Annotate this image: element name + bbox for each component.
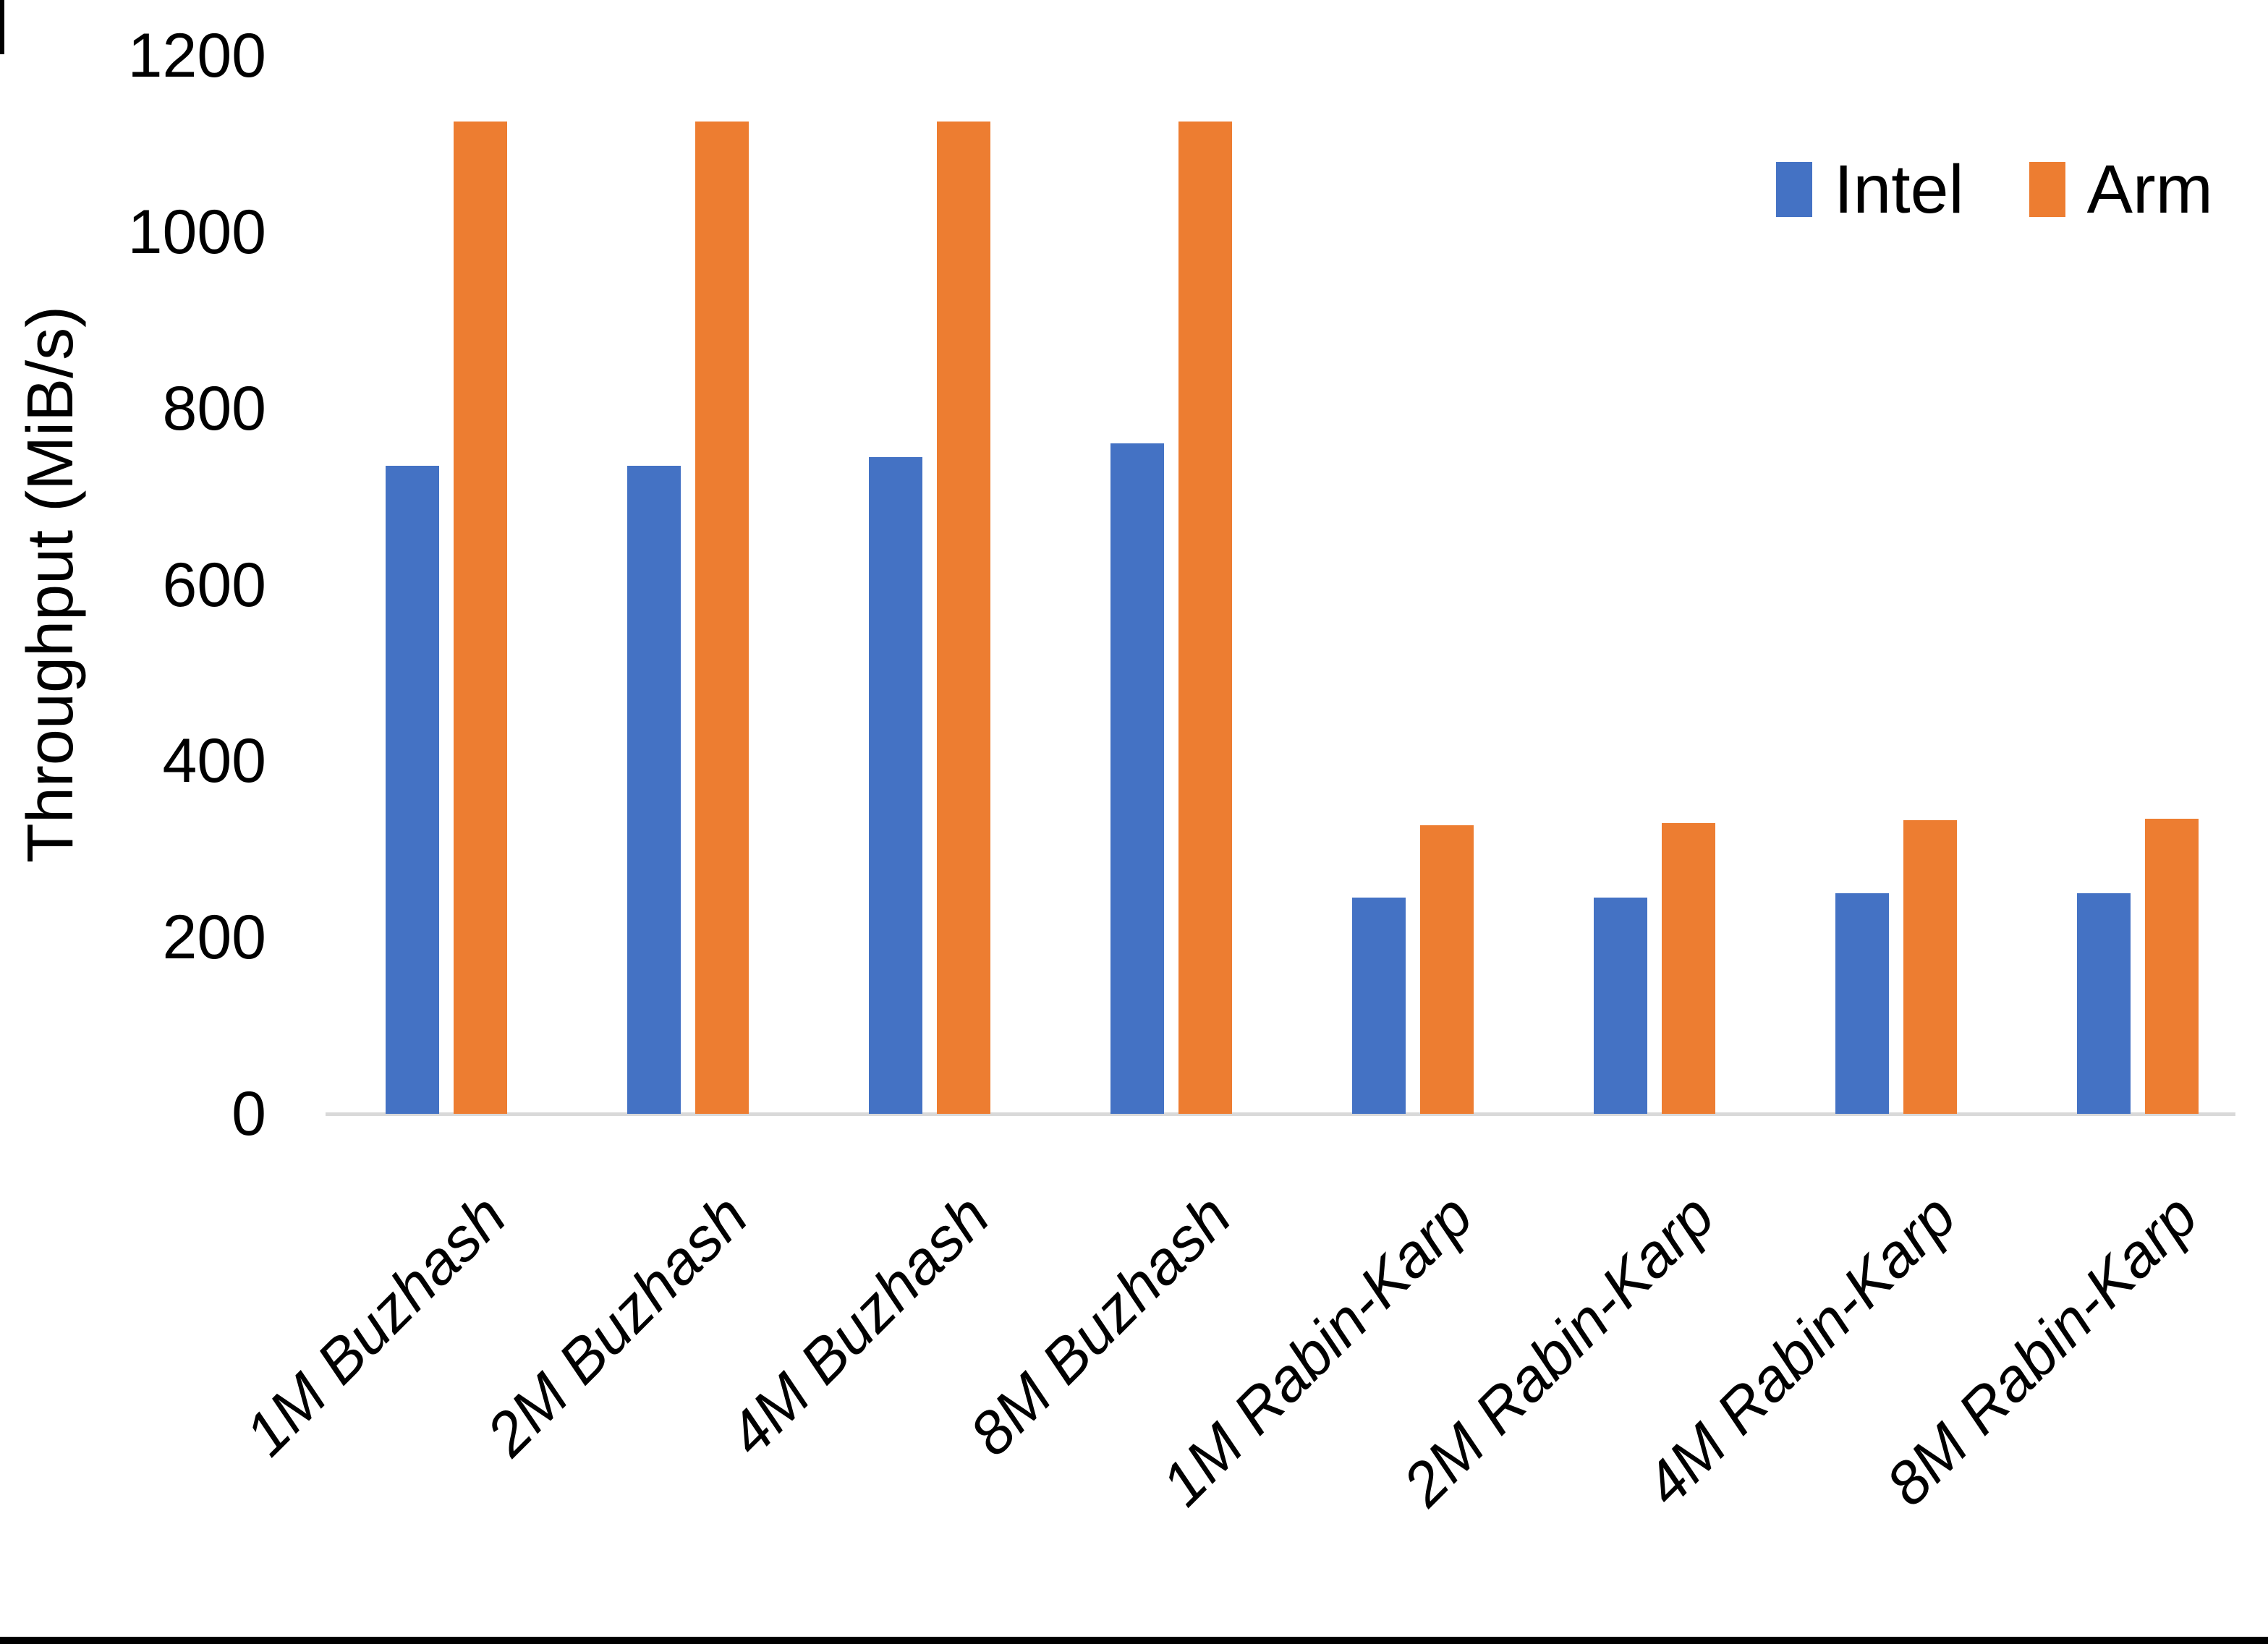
arm-series-swatch-icon — [2029, 162, 2065, 217]
bar-intel-4m-rabin-karp — [1835, 893, 1889, 1114]
bar-intel-1m-rabin-karp — [1352, 898, 1406, 1114]
frame-left-edge-artifact — [0, 0, 4, 54]
bar-intel-4m-buzhash — [869, 456, 922, 1114]
y-tick-label-1000: 1000 — [127, 197, 266, 267]
bar-arm-2m-rabin-karp — [1662, 822, 1715, 1114]
bar-intel-8m-buzhash — [1110, 443, 1164, 1114]
bar-intel-2m-rabin-karp — [1594, 898, 1647, 1114]
legend-label-arm: Arm — [2086, 151, 2213, 228]
bar-arm-8m-rabin-karp — [2145, 818, 2199, 1114]
intel-series-swatch-icon — [1776, 162, 1812, 217]
bar-arm-4m-buzhash — [937, 122, 990, 1114]
y-tick-label-400: 400 — [162, 726, 267, 796]
legend: Intel Arm — [1776, 153, 2213, 226]
x-category-label-1m-buzhash: 1M Buzhash — [232, 1181, 519, 1469]
y-tick-label-200: 200 — [162, 903, 267, 973]
bar-arm-2m-buzhash — [695, 122, 749, 1114]
bar-intel-2m-buzhash — [627, 465, 681, 1114]
legend-item-arm: Arm — [2029, 153, 2213, 226]
legend-label-intel: Intel — [1834, 151, 1964, 228]
bar-arm-1m-buzhash — [454, 122, 507, 1114]
y-tick-label-0: 0 — [232, 1079, 266, 1149]
legend-item-intel: Intel — [1776, 153, 1964, 226]
bar-arm-4m-rabin-karp — [1903, 820, 1957, 1114]
y-tick-label-800: 800 — [162, 373, 267, 443]
frame-bottom-edge — [0, 1637, 2268, 1644]
bar-arm-8m-buzhash — [1178, 122, 1232, 1114]
x-axis-line — [326, 1112, 2235, 1116]
y-tick-label-600: 600 — [162, 550, 267, 620]
bar-intel-8m-rabin-karp — [2077, 893, 2131, 1114]
bar-arm-1m-rabin-karp — [1420, 825, 1474, 1114]
y-tick-label-1200: 1200 — [127, 21, 266, 90]
bar-intel-1m-buzhash — [386, 465, 439, 1114]
